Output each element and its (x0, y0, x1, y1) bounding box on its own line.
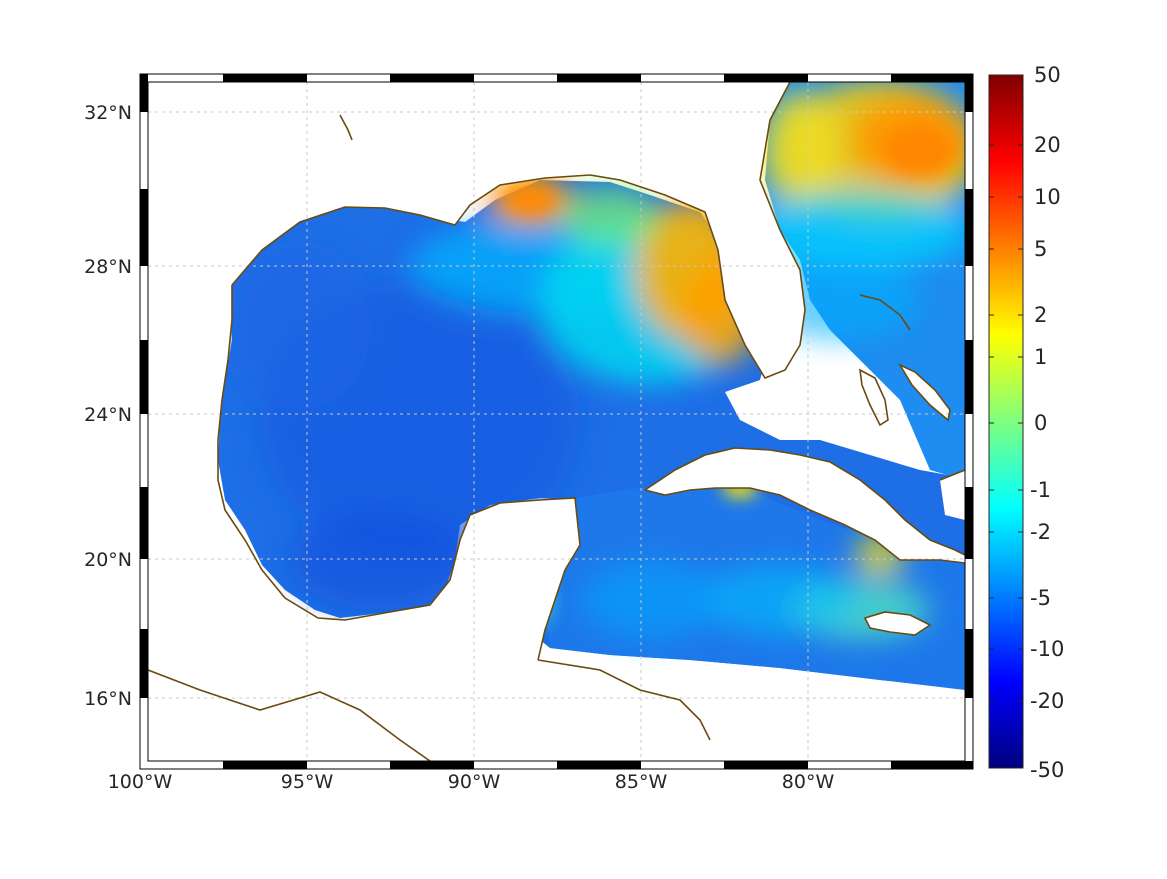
colorbar-label-neg10: -10 (1030, 637, 1064, 661)
frame-segment-left (140, 74, 148, 112)
colorbar-label-5: 5 (1034, 237, 1047, 261)
frame-segment-right (965, 487, 973, 559)
frame-segment-top (390, 74, 474, 82)
frame-segment-bottom (223, 761, 307, 769)
lon-label-90w: 90°W (448, 771, 501, 793)
frame-segment-bottom (891, 761, 973, 769)
map-frame (139, 73, 974, 770)
frame-segment-top (557, 74, 641, 82)
colorbar: 50 20 10 5 2 1 0 -1 -2 -5 -10 -20 -50 (988, 63, 1064, 782)
colorbar-label-0: 0 (1034, 411, 1047, 435)
lon-label-80w: 80°W (782, 771, 835, 793)
frame-segment-bottom (724, 761, 808, 769)
frame-segment-left (140, 340, 148, 414)
coastline (148, 82, 965, 761)
colorbar-label-1: 1 (1034, 345, 1047, 369)
lon-label-85w: 85°W (615, 771, 668, 793)
ocean-field (148, 82, 965, 761)
lat-label-20n: 20°N (84, 549, 132, 571)
frame-segment-left (140, 629, 148, 698)
frame-segment-top (891, 74, 973, 82)
colorbar-gradient (988, 74, 1024, 769)
lon-label-100w: 100°W (108, 771, 173, 793)
colorbar-label-2: 2 (1034, 303, 1047, 327)
anomaly-shading (230, 82, 965, 640)
frame-segment-right (965, 629, 973, 698)
frame-segment-top (724, 74, 808, 82)
colorbar-label-10: 10 (1034, 185, 1061, 209)
colorbar-label-neg1: -1 (1030, 478, 1051, 502)
lat-label-16n: 16°N (84, 688, 132, 710)
grid-lines (148, 82, 965, 761)
lat-label-24n: 24°N (84, 404, 132, 426)
frame-inner (147, 81, 966, 762)
frame-segment-left (140, 189, 148, 266)
colorbar-label-20: 20 (1034, 133, 1061, 157)
frame-segment-top (223, 74, 307, 82)
colorbar-label-neg2: -2 (1030, 520, 1051, 544)
colorbar-label-neg20: -20 (1030, 689, 1064, 713)
colorbar-label-neg50: -50 (1030, 758, 1064, 782)
colorbar-ticks (989, 74, 1023, 769)
colorbar-label-50: 50 (1034, 63, 1061, 87)
longitude-labels: 100°W 95°W 90°W 85°W 80°W (108, 771, 835, 793)
colorbar-label-neg5: -5 (1030, 586, 1051, 610)
lat-label-32n: 32°N (84, 102, 132, 124)
frame-segment-right (965, 340, 973, 414)
frame-segment-right (965, 189, 973, 266)
latitude-labels: 32°N 28°N 24°N 20°N 16°N (84, 102, 132, 710)
frame-outer (139, 73, 974, 770)
frame-segment-right (965, 74, 973, 112)
frame-segment-bottom (557, 761, 641, 769)
lat-label-28n: 28°N (84, 256, 132, 278)
frame-segment-left (140, 487, 148, 559)
frame-segment-bottom (390, 761, 474, 769)
lon-label-95w: 95°W (281, 771, 334, 793)
